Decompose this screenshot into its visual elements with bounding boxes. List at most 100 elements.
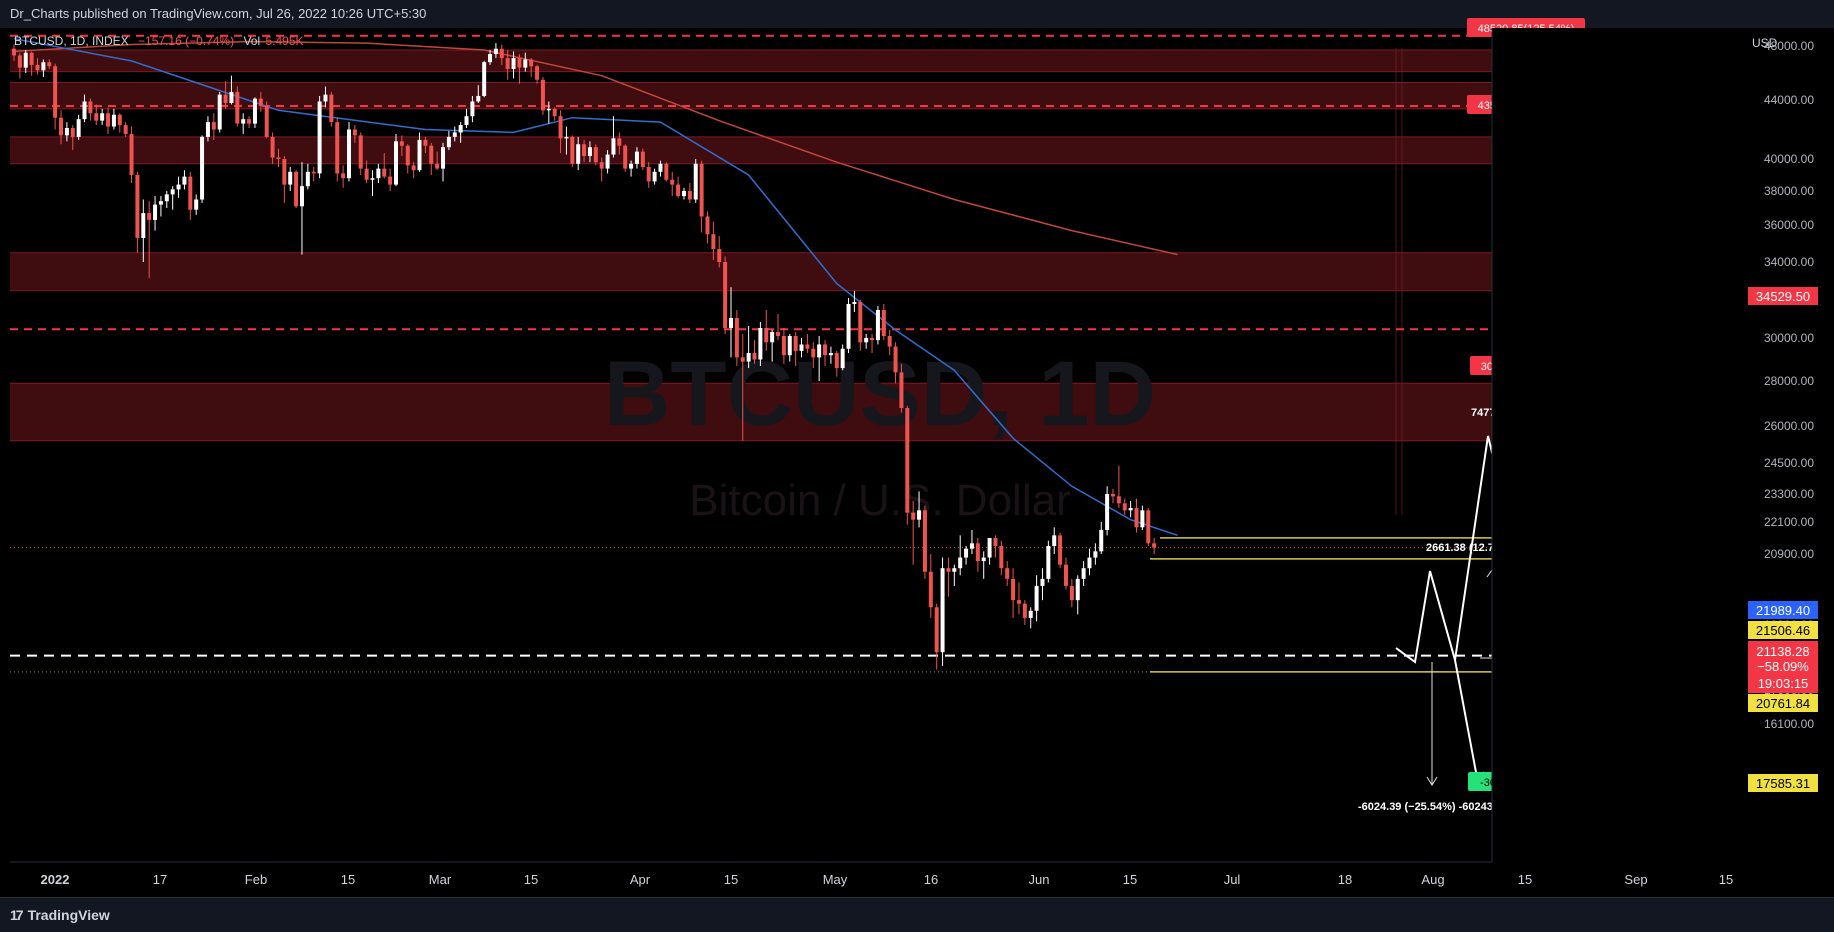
candle-body	[823, 344, 828, 356]
axis-tag-target	[1748, 287, 1818, 305]
candle-body	[958, 557, 963, 569]
candle-body	[335, 122, 340, 174]
candle-body	[770, 332, 775, 343]
candle-body	[834, 353, 839, 369]
tradingview-brand: TradingView	[27, 907, 110, 923]
axis-tag-timer: 19:03:15	[1758, 676, 1809, 691]
candle-body	[687, 191, 692, 200]
resistance-zone	[10, 82, 1492, 109]
candle-body	[452, 132, 457, 137]
y-tick-label: 23300.00	[1764, 487, 1814, 501]
candle-body	[776, 332, 781, 336]
candle-body	[147, 213, 152, 220]
x-tick-label: 2022	[41, 872, 70, 887]
y-tick-label: 36000.00	[1764, 218, 1814, 232]
candle-body	[382, 168, 387, 177]
candle-body	[399, 141, 404, 146]
candle-body	[164, 194, 169, 202]
candle-body	[182, 176, 187, 185]
candle-body	[364, 168, 369, 180]
top-bar: Dr_Charts published on TradingView.com, …	[0, 0, 1834, 28]
candle-body	[476, 95, 481, 102]
candle-body	[288, 171, 293, 185]
candle-body	[1040, 578, 1045, 586]
candle-body	[493, 48, 498, 55]
candle-body	[1016, 600, 1021, 604]
candle-body	[429, 145, 434, 164]
candle-body	[599, 162, 604, 169]
candle-body	[47, 62, 52, 67]
candle-body	[605, 154, 610, 169]
candle-body	[100, 113, 105, 121]
candle-body	[158, 201, 163, 205]
candle-body	[952, 568, 957, 572]
candle-body	[611, 138, 616, 155]
candle-body	[111, 114, 116, 127]
axis-tag-target-text: 34529.50	[1756, 289, 1810, 304]
candle-body	[764, 328, 769, 343]
x-tick-label: Aug	[1421, 872, 1444, 887]
candle-body	[670, 179, 675, 185]
candle-body	[1116, 496, 1121, 504]
candle-body	[1146, 510, 1151, 544]
candle-body	[840, 348, 845, 369]
candle-body	[358, 135, 363, 169]
candle-body	[53, 66, 58, 118]
candle-body	[17, 55, 22, 68]
candle-body	[76, 119, 81, 137]
candle-body	[987, 538, 992, 558]
candle-body	[411, 165, 416, 171]
x-tick-label: 15	[1719, 872, 1733, 887]
candle-body	[153, 204, 158, 220]
axis-tag-support-top	[1748, 621, 1818, 639]
candle-body	[811, 348, 816, 358]
candle-body	[488, 54, 493, 63]
candle-body	[787, 336, 792, 356]
measure-label: -6024.39 (−25.54%) -602439	[1358, 801, 1499, 813]
candle-body	[1081, 568, 1086, 579]
candle-body	[1011, 578, 1016, 601]
candle-body	[723, 262, 728, 328]
candle-body	[35, 64, 40, 71]
candle-body	[552, 108, 557, 117]
candle-body	[200, 136, 205, 200]
candle-body	[858, 302, 863, 343]
x-tick-label: 16	[924, 872, 938, 887]
candle-body	[711, 234, 716, 250]
candle-body	[746, 353, 751, 362]
tradingview-logo[interactable]: 17 TradingView	[10, 907, 110, 923]
candle-body	[270, 136, 275, 158]
candle-body	[323, 94, 328, 102]
candle-body	[846, 304, 851, 349]
candle-body	[299, 186, 304, 207]
candle-body	[417, 139, 422, 171]
ma-slow-line	[13, 40, 1178, 256]
candle-body	[1034, 585, 1039, 611]
candle-body	[1110, 494, 1115, 497]
candle-body	[717, 249, 722, 262]
candle-body	[1152, 543, 1157, 548]
candle-body	[141, 213, 146, 238]
price-axis-background	[1492, 28, 1834, 862]
candle-body	[964, 548, 969, 558]
candle-body	[64, 128, 69, 136]
candle-body	[264, 105, 269, 137]
candle-body	[940, 568, 945, 653]
axis-tag-last-pct: −58.09%	[1757, 659, 1809, 674]
axis-tag-ma	[1748, 601, 1818, 619]
candle-body	[482, 62, 487, 96]
candle-body	[70, 128, 75, 137]
candle-body	[828, 353, 833, 356]
axis-tag-liquidity	[1748, 774, 1818, 792]
candle-body	[676, 184, 681, 197]
candle-body	[928, 571, 933, 608]
candle-body	[217, 94, 222, 130]
x-tick-label: Jun	[1029, 872, 1050, 887]
y-tick-label: 34000.00	[1764, 255, 1814, 269]
axis-tag-liquidity-text: 17585.31	[1756, 776, 1810, 791]
candle-body	[446, 136, 451, 148]
candle-body	[740, 357, 745, 362]
projection-down-path	[1395, 570, 1479, 784]
x-tick-label: 18	[1338, 872, 1352, 887]
